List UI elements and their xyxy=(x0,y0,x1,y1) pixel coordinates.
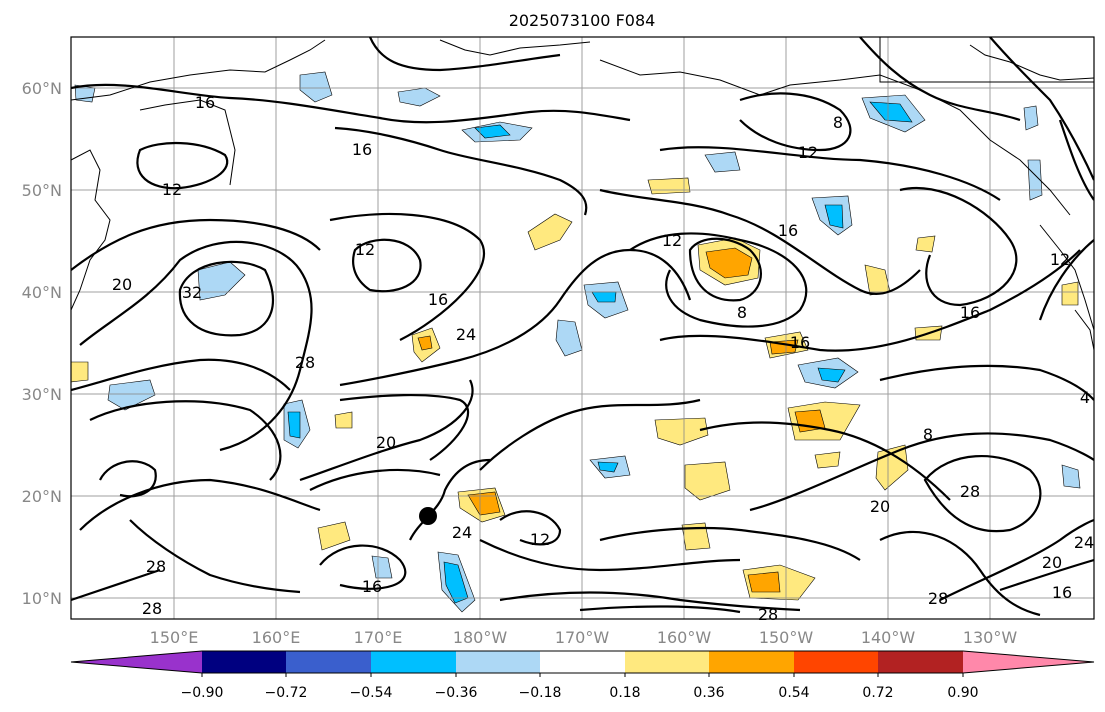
colorbar-extend-max xyxy=(963,651,1094,673)
lat-label: 20°N xyxy=(22,487,62,506)
contour-label: 20 xyxy=(376,433,396,452)
contour-label: 20 xyxy=(870,497,890,516)
colorbar-tick-label: −0.54 xyxy=(350,685,393,701)
contour-label: 24 xyxy=(452,523,472,542)
lat-label: 50°N xyxy=(22,181,62,200)
contour-label: 28 xyxy=(146,557,166,576)
lat-label: 30°N xyxy=(22,385,62,404)
colorbar-segment xyxy=(878,651,963,673)
lon-label: 140°W xyxy=(861,628,916,647)
contour-label: 12 xyxy=(530,530,550,549)
colorbar-tick-label: 0.18 xyxy=(609,685,640,701)
contour-label: 28 xyxy=(142,599,162,618)
contour-label: 16 xyxy=(778,221,798,240)
colorbar-segment xyxy=(202,651,286,673)
map-frame xyxy=(70,36,1095,620)
colorbar-extend-min xyxy=(71,651,202,673)
storm-center-marker xyxy=(419,507,437,525)
colorbar-tick-label: 0.72 xyxy=(862,685,893,701)
contour-label: 16 xyxy=(352,140,372,159)
colorbar xyxy=(70,650,1095,677)
lon-axis: 150°E 160°E 170°E 180°W 170°W 160°W 150°… xyxy=(150,628,1018,647)
colorbar-segment xyxy=(371,651,456,673)
lon-label: 170°W xyxy=(555,628,610,647)
lon-label: 160°E xyxy=(252,628,301,647)
lon-label: 130°W xyxy=(963,628,1018,647)
colorbar-tick-label: −0.36 xyxy=(435,685,478,701)
colorbar-tick-label: 0.54 xyxy=(778,685,809,701)
contour-label: 20 xyxy=(1042,553,1062,572)
contour-label: 8 xyxy=(737,303,747,322)
colorbar-segment xyxy=(794,651,878,673)
lon-label: 180°W xyxy=(453,628,508,647)
contour-label: 32 xyxy=(182,283,202,302)
lat-label: 60°N xyxy=(22,79,62,98)
contour-label: 28 xyxy=(758,605,778,624)
contour-label: 4 xyxy=(1080,388,1090,407)
figure-title: 2025073100 F084 xyxy=(509,11,656,30)
colorbar-segment xyxy=(709,651,794,673)
colorbar-segment xyxy=(286,651,371,673)
contour-label: 24 xyxy=(456,325,476,344)
colorbar-tick-label: −0.72 xyxy=(265,685,308,701)
lat-label: 40°N xyxy=(22,283,62,302)
map-panel xyxy=(71,37,1094,619)
contour-label: 28 xyxy=(960,482,980,501)
contour-label: 12 xyxy=(355,240,375,259)
contour-label: 24 xyxy=(1074,533,1094,552)
contour-lines xyxy=(71,37,1094,617)
colorbar-ticks: −0.90 −0.72 −0.54 −0.36 −0.18 0.18 0.36 … xyxy=(181,685,979,701)
lat-axis: 60°N 50°N 40°N 30°N 20°N 10°N xyxy=(22,79,62,608)
contour-label: 16 xyxy=(362,577,382,596)
colorbar-segment xyxy=(456,651,540,673)
contour-label: 16 xyxy=(428,290,448,309)
colorbar-segment xyxy=(540,651,625,673)
contour-label: 16 xyxy=(790,333,810,352)
contour-label: 12 xyxy=(798,143,818,162)
contour-label: 28 xyxy=(928,589,948,608)
lat-label: 10°N xyxy=(22,589,62,608)
lon-label: 150°W xyxy=(759,628,814,647)
contour-label: 16 xyxy=(960,303,980,322)
contour-label: 12 xyxy=(662,231,682,250)
contour-label: 16 xyxy=(195,93,215,112)
colorbar-segment xyxy=(625,651,709,673)
contour-label: 20 xyxy=(112,275,132,294)
lon-label: 150°E xyxy=(150,628,199,647)
contour-label: 12 xyxy=(1050,250,1070,269)
contour-label: 16 xyxy=(1052,583,1072,602)
contour-label: 8 xyxy=(833,113,843,132)
colorbar-tick-label: 0.36 xyxy=(693,685,724,701)
contour-label: 12 xyxy=(162,180,182,199)
colorbar-tick-label: 0.90 xyxy=(947,685,978,701)
contour-label: 28 xyxy=(295,353,315,372)
lon-label: 170°E xyxy=(354,628,403,647)
colorbar-tick-label: −0.18 xyxy=(519,685,562,701)
contour-label: 8 xyxy=(923,425,933,444)
colorbar-tick-label: −0.90 xyxy=(181,685,224,701)
coastlines xyxy=(71,37,1094,351)
lon-label: 160°W xyxy=(657,628,712,647)
